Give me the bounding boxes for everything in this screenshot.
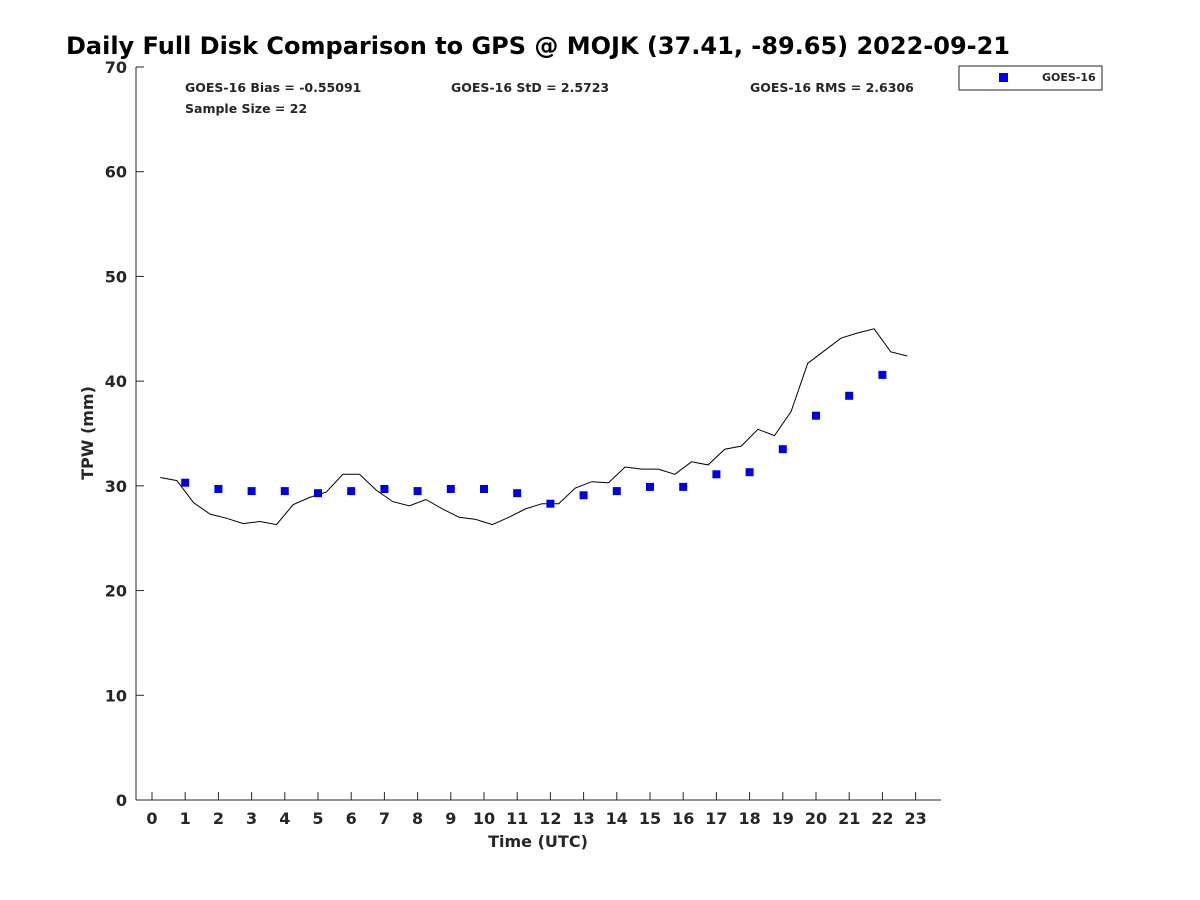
data-point-goes16 [579,491,588,500]
data-point-goes16 [646,482,654,491]
x-tick-label: 11 [506,809,528,828]
data-point-goes16 [712,470,721,479]
x-tick-label: 13 [572,809,594,828]
x-axis-label: Time (UTC) [488,832,588,851]
x-tick-label: 8 [412,809,423,828]
x-tick-label: 23 [904,809,926,828]
x-tick-label: 18 [738,809,760,828]
x-tick-label: 21 [838,809,860,828]
data-point-goes16 [878,370,887,379]
data-point-goes16 [247,487,256,496]
data-point-goes16 [480,485,488,493]
data-point-goes16 [679,482,688,491]
x-tick-label: 17 [705,809,727,828]
data-point-goes16 [513,489,522,498]
data-point-goes16 [546,499,555,508]
y-tick-label: 0 [116,791,127,810]
x-tick-label: 9 [445,809,456,828]
data-point-goes16 [380,485,389,493]
x-tick-label: 15 [639,809,661,828]
y-tick-label: 60 [105,163,127,182]
x-tick-label: 22 [871,809,893,828]
x-tick-label: 3 [246,809,257,828]
legend-label: GOES-16 [1042,71,1096,84]
series-line-gps [160,328,908,526]
data-point-goes16 [612,487,621,496]
data-point-goes16 [214,485,223,493]
x-tick-label: 16 [672,809,694,828]
data-point-goes16 [347,487,356,496]
y-tick-label: 40 [105,372,127,391]
stat-std: GOES-16 StD = 2.5723 [451,80,609,95]
x-tick-label: 0 [146,809,157,828]
x-tick-label: 2 [213,809,224,828]
data-point-goes16 [812,411,820,420]
x-tick-label: 20 [805,809,827,828]
x-tick-label: 14 [606,809,628,828]
data-point-goes16 [181,478,190,487]
chart-title: Daily Full Disk Comparison to GPS @ MOJK… [66,32,1010,60]
x-tick-label: 6 [346,809,357,828]
stat-bias: GOES-16 Bias = -0.55091 [185,80,361,95]
data-point-goes16 [845,391,854,400]
data-point-goes16 [778,445,787,454]
x-tick-label: 1 [180,809,191,828]
data-point-goes16 [280,487,289,496]
data-point-goes16 [314,489,322,498]
legend-marker [999,73,1008,82]
x-tick-label: 19 [772,809,794,828]
legend-box [958,65,1103,91]
y-axis-label: TPW (mm) [78,386,97,480]
x-tick-label: 10 [473,809,495,828]
data-point-goes16 [446,485,455,493]
legend: GOES-16 [958,65,1103,91]
x-tick-label: 4 [279,809,290,828]
y-tick-label: 10 [105,686,127,705]
stat-sample-size: Sample Size = 22 [185,101,307,116]
data-point-goes16 [745,468,754,477]
data-point-goes16 [413,487,422,496]
x-tick-label: 7 [379,809,390,828]
x-tick-label: 12 [539,809,561,828]
y-tick-label: 50 [105,267,127,286]
y-tick-label: 30 [105,477,127,496]
y-tick-label: 20 [105,582,127,601]
x-tick-label: 5 [312,809,323,828]
y-tick-label: 70 [105,58,127,77]
stat-rms: GOES-16 RMS = 2.6306 [750,80,914,95]
